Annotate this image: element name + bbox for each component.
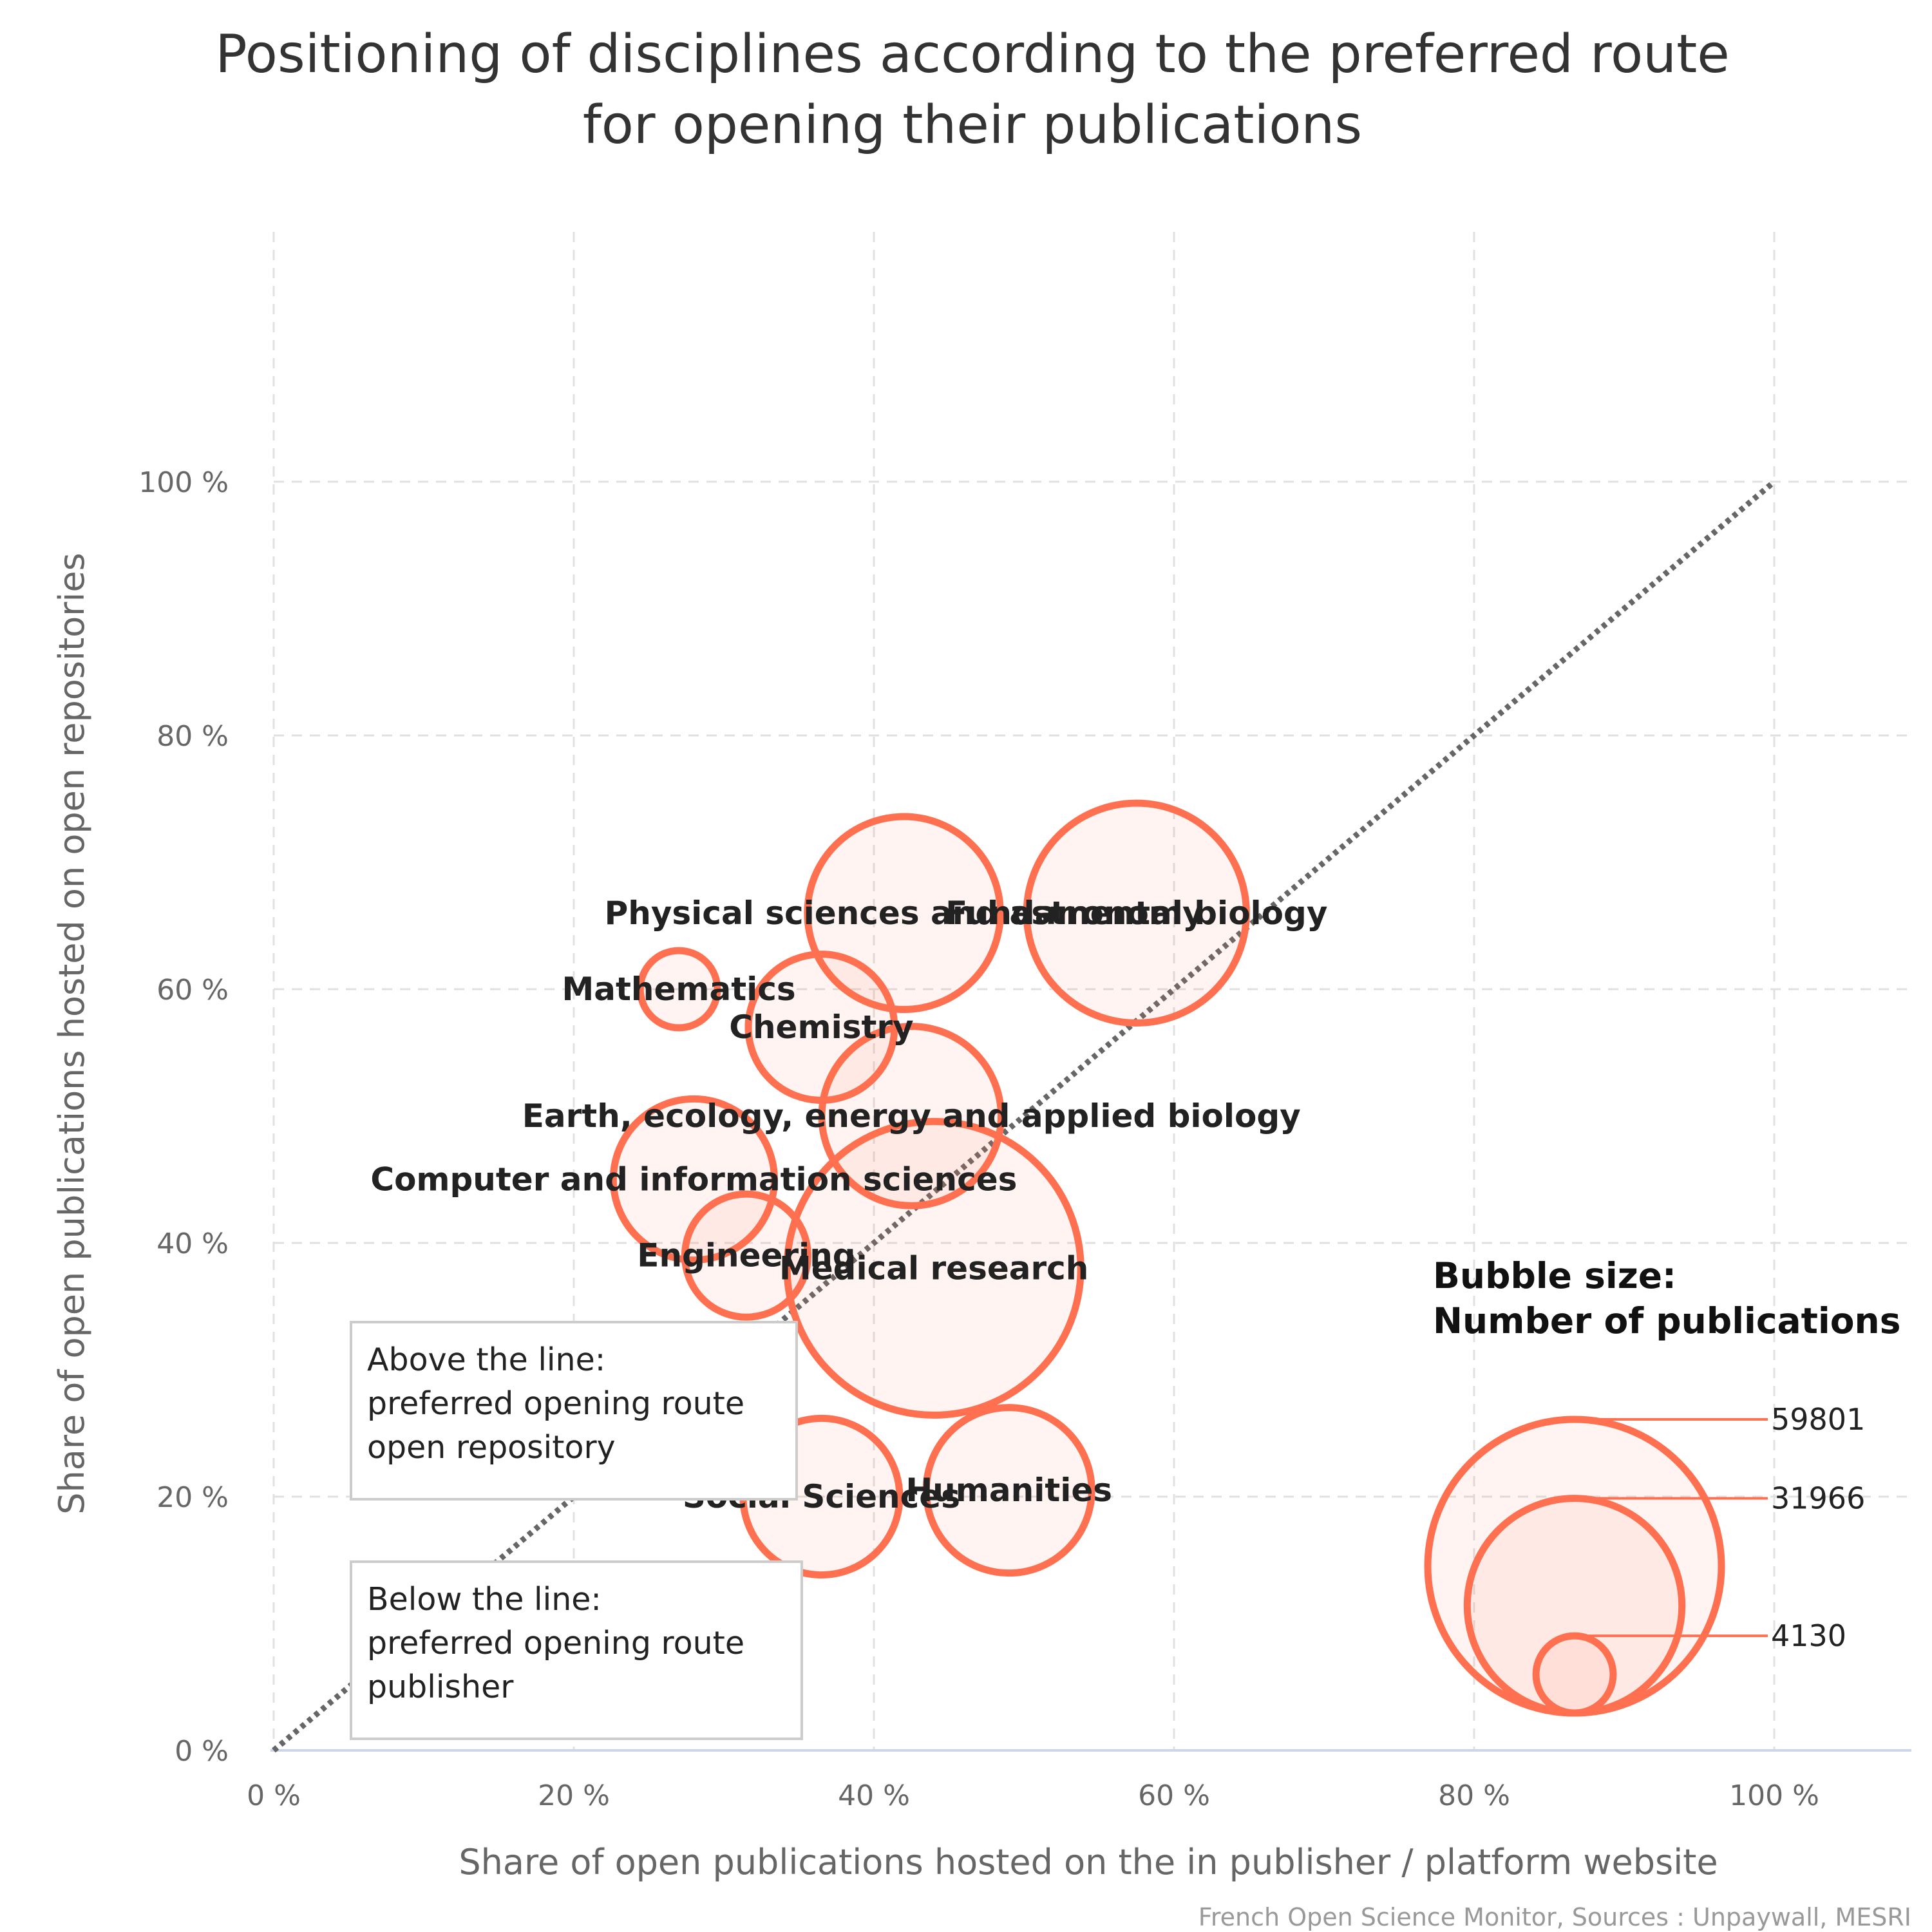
label-earth-ecology-energy-and-applied-biology: Earth, ecology, energy and applied biolo… — [522, 1097, 1301, 1135]
y-tick-label: 40 % — [156, 1227, 229, 1260]
note-above-line: Above the line: preferred opening route … — [350, 1321, 798, 1501]
bubble-engineering — [681, 1190, 811, 1321]
y-axis-label: Share of open publications hosted on ope… — [52, 553, 92, 1515]
label-computer-and-information-sciences: Computer and information sciences — [370, 1161, 1017, 1198]
y-tick-label: 100 % — [138, 466, 229, 499]
note-above-text-1: Above the line: — [367, 1341, 605, 1378]
bubble-size-legend: Bubble size: Number of publications 5980… — [1424, 1255, 1900, 1717]
bubble-medical-research — [783, 1117, 1084, 1419]
legend-bubble-2 — [1532, 1632, 1617, 1717]
note-below-text-1: Below the line: — [367, 1581, 601, 1618]
x-tick-label: 0 % — [247, 1779, 301, 1812]
bubble-mathematics — [636, 947, 721, 1032]
y-tick-label: 80 % — [156, 720, 229, 753]
reference-line — [272, 479, 1776, 1753]
note-above-text-3: open repository — [367, 1429, 616, 1466]
label-mathematics: Mathematics — [562, 971, 796, 1008]
note-above-text-2: preferred opening route — [367, 1385, 744, 1422]
bubble-computer-and-information-sciences — [609, 1095, 778, 1264]
y-tick-label: 0 % — [175, 1735, 229, 1768]
legend-title-line-2: Number of publications — [1433, 1300, 1900, 1341]
bubble-earth-ecology-energy-and-applied-biology — [818, 1023, 1005, 1209]
label-physical-sciences-and-astronomy: Physical sciences and astronomy — [605, 895, 1204, 932]
bubble-fundamental-biology — [1023, 799, 1250, 1027]
axis-ticks: 0 % 20 % 40 % 60 % 80 % 100 % 0 % 20 % 40 % 60 % 8… — [138, 466, 1819, 1812]
y-tick-label: 60 % — [156, 974, 229, 1007]
label-humanities: Humanities — [905, 1472, 1112, 1509]
label-fundamental-biology: Fundamental biology — [945, 895, 1327, 932]
note-below-box — [350, 1560, 803, 1740]
label-chemistry: Chemistry — [729, 1009, 913, 1046]
x-tick-label: 60 % — [1138, 1779, 1210, 1812]
chart-title-line-1: Positioning of disciplines according to … — [215, 24, 1729, 85]
x-tick-label: 100 % — [1729, 1779, 1819, 1812]
label-medical-research: Medical research — [779, 1249, 1088, 1287]
legend-title-line-1: Bubble size: — [1433, 1255, 1676, 1296]
bubble-labels: Physical sciences and astronomyFundament… — [370, 895, 1327, 1515]
x-axis-label: Share of open publications hosted on the… — [459, 1842, 1718, 1882]
legend-value-2: 4130 — [1771, 1618, 1846, 1653]
note-above-box — [350, 1321, 798, 1501]
legend-value-0: 59801 — [1771, 1402, 1865, 1437]
diagonal-line — [272, 479, 1776, 1753]
x-tick-label: 40 % — [838, 1779, 910, 1812]
label-engineering: Engineering — [637, 1237, 855, 1274]
source-credit: French Open Science Monitor, Sources : U… — [1198, 1903, 1911, 1931]
bubble-humanities — [922, 1404, 1095, 1577]
legend-value-1: 31966 — [1771, 1481, 1865, 1516]
chart-title-line-2: for opening their publications — [583, 95, 1362, 156]
x-tick-label: 20 % — [538, 1779, 610, 1812]
legend-bubbles: 59801 31966 4130 — [1424, 1402, 1865, 1717]
note-below-text-2: preferred opening route — [367, 1625, 744, 1662]
note-below-line: Below the line: preferred opening route … — [350, 1560, 803, 1740]
y-tick-label: 20 % — [156, 1481, 229, 1514]
note-below-text-3: publisher — [367, 1669, 514, 1705]
bubbles — [609, 799, 1250, 1579]
bubble-chemistry — [744, 951, 898, 1104]
x-tick-label: 80 % — [1438, 1779, 1510, 1812]
